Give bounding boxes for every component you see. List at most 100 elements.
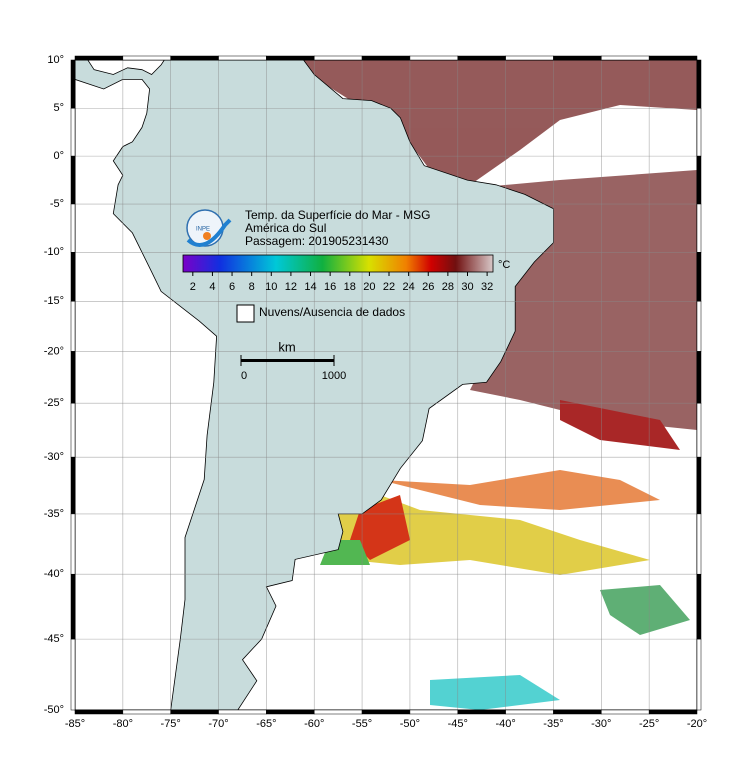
logo: INPE xyxy=(186,209,232,247)
colorbar-tick-label: 8 xyxy=(249,281,255,293)
frame-segment xyxy=(696,155,702,205)
frame-segment xyxy=(457,55,506,61)
legend-swatch xyxy=(236,304,255,323)
frame-segment xyxy=(70,108,76,157)
scale-unit: km xyxy=(278,339,295,354)
frame-segment xyxy=(70,59,76,109)
lon-tick-label: -70° xyxy=(208,718,228,730)
lon-tick-label: -40° xyxy=(495,718,515,730)
frame-segment xyxy=(70,638,76,711)
frame-segment xyxy=(70,155,76,205)
lon-tick-label: -60° xyxy=(304,718,324,730)
lat-tick-label: -30° xyxy=(44,451,64,463)
sst-patch xyxy=(380,470,660,510)
colorbar-tick-label: 26 xyxy=(422,281,434,293)
sst-patch xyxy=(430,675,560,710)
frame-segment xyxy=(553,709,602,715)
lat-tick-label: -15° xyxy=(44,295,64,307)
frame-segment xyxy=(70,351,76,404)
colorbar-tick-label: 24 xyxy=(403,281,415,293)
colorbar-tick-label: 6 xyxy=(229,281,235,293)
title: Temp. da Superfície do Mar - MSG xyxy=(245,208,430,222)
lon-tick-label: -20° xyxy=(687,718,707,730)
map-frame xyxy=(70,55,702,715)
scale-tick-label: 1000 xyxy=(322,370,346,382)
frame-segment xyxy=(696,351,702,404)
scale-bar: 0 1000 xyxy=(240,355,346,382)
frame-segment xyxy=(505,709,554,715)
lat-tick-label: 5° xyxy=(53,102,64,114)
frame-segment xyxy=(409,55,459,61)
lon-tick-label: -50° xyxy=(400,718,420,730)
scale-tick-label: 0 xyxy=(241,370,247,382)
colorbar-tick-label: 10 xyxy=(265,281,277,293)
lat-tick-label: -35° xyxy=(44,508,64,520)
frame-segment xyxy=(696,513,702,575)
colorbar-tick-label: 30 xyxy=(461,281,473,293)
lat-tick-label: -20° xyxy=(44,345,64,357)
lat-tick-label: -45° xyxy=(44,633,64,645)
colorbar xyxy=(182,254,494,273)
frame-segment xyxy=(505,55,554,61)
frame-segment xyxy=(648,55,698,61)
frame-segment xyxy=(70,456,76,515)
sst-field xyxy=(300,60,697,710)
scale-bar-body xyxy=(241,359,334,362)
frame-segment xyxy=(696,573,702,640)
frame-segment xyxy=(70,513,76,575)
lat-tick-label: 10° xyxy=(47,54,64,66)
frame-segment xyxy=(122,709,171,715)
frame-segment xyxy=(361,709,411,715)
frame-segment xyxy=(218,55,267,61)
logo-text: INPE xyxy=(196,227,210,233)
frame-segment xyxy=(70,402,76,458)
lon-tick-label: -85° xyxy=(65,718,85,730)
frame-segment xyxy=(601,709,650,715)
colorbar-tick-label: 4 xyxy=(209,281,215,293)
lon-tick-label: -55° xyxy=(352,718,372,730)
lat-tick-label: 0° xyxy=(53,150,64,162)
logo-dot xyxy=(203,232,211,240)
frame-segment xyxy=(74,709,124,715)
frame-segment xyxy=(266,55,315,61)
sst-patch xyxy=(300,60,697,185)
frame-segment xyxy=(696,638,702,711)
frame-segment xyxy=(696,402,702,458)
frame-segment xyxy=(70,573,76,640)
frame-segment xyxy=(696,252,702,302)
lat-tick-label: -25° xyxy=(44,397,64,409)
frame-segment xyxy=(361,55,411,61)
frame-segment xyxy=(313,709,363,715)
frame-segment xyxy=(170,709,219,715)
colorbar-ticks: 2 4 6 8 10 12 14 16 18 20 22 24 26 28 30 32 xyxy=(190,272,493,293)
frame-segment xyxy=(696,301,702,352)
sst-patch xyxy=(560,400,680,450)
lon-tick-label: -80° xyxy=(113,718,133,730)
colorbar-tick-label: 12 xyxy=(285,281,297,293)
colorbar-tick-label: 18 xyxy=(344,281,356,293)
sst-patch xyxy=(450,170,697,430)
colorbar-tick-label: 28 xyxy=(442,281,454,293)
map-area xyxy=(75,60,697,710)
frame-segment xyxy=(696,203,702,253)
lon-tick-label: -45° xyxy=(448,718,468,730)
lon-tick-label: -35° xyxy=(543,718,563,730)
frame-segment xyxy=(218,709,267,715)
lat-tick-label: -5° xyxy=(50,198,64,210)
frame-segment xyxy=(409,709,459,715)
frame-segment xyxy=(122,55,171,61)
colorbar-tick-label: 16 xyxy=(324,281,336,293)
region: América do Sul xyxy=(245,221,326,235)
frame-segment xyxy=(696,456,702,515)
legend-label: Nuvens/Ausencia de dados xyxy=(259,305,405,319)
colorbar-unit: °C xyxy=(498,259,510,271)
colorbar-tick-label: 14 xyxy=(304,281,316,293)
lon-tick-label: -25° xyxy=(639,718,659,730)
colorbar-tick-label: 32 xyxy=(481,281,493,293)
colorbar-tick-label: 20 xyxy=(363,281,375,293)
lat-tick-label: -10° xyxy=(44,246,64,258)
logo-arrow xyxy=(186,218,232,247)
frame-segment xyxy=(696,59,702,109)
colorbar-tick-label: 22 xyxy=(383,281,395,293)
